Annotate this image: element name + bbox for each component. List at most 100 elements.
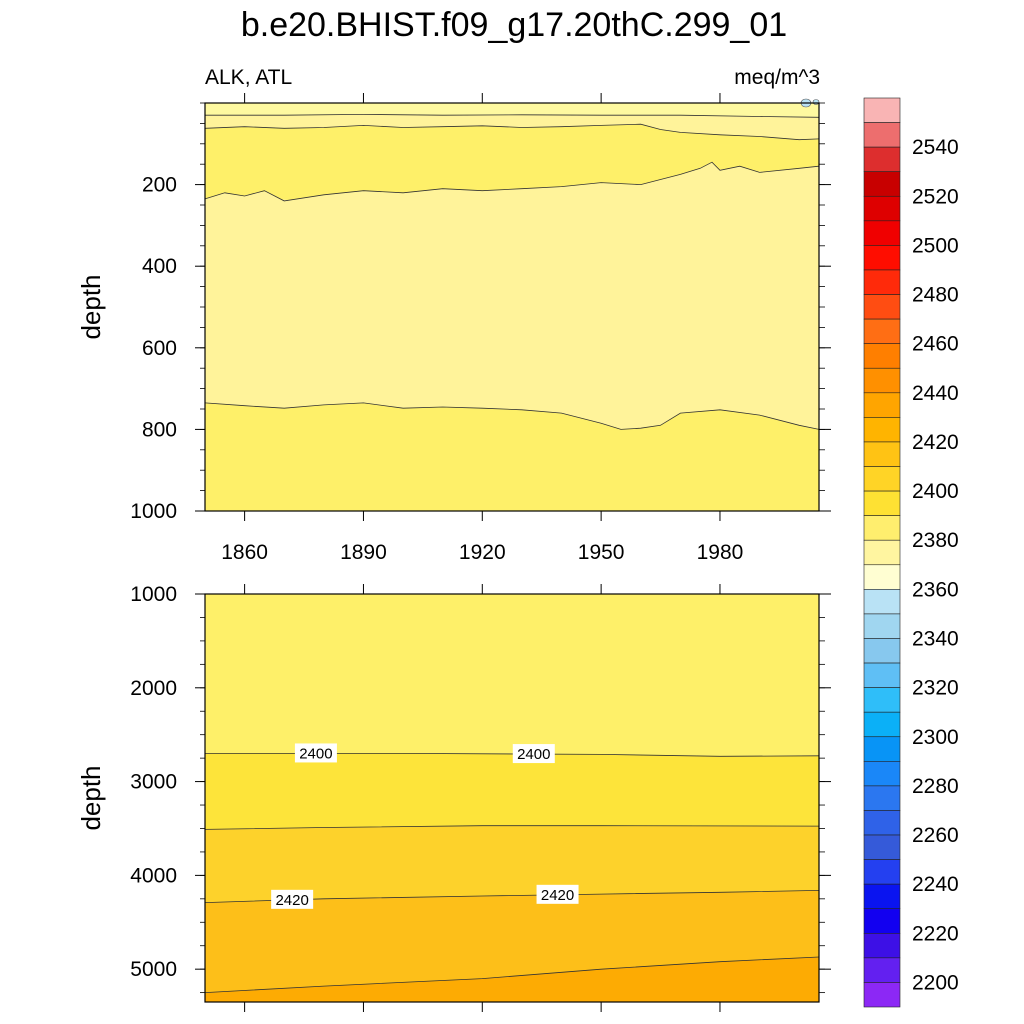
colorbar-label: 2300 [912, 726, 959, 749]
contour-label-bg [536, 884, 579, 904]
colorbar-box [863, 269, 901, 295]
lower-y-axis-label: depth [76, 765, 106, 830]
units-label: meq/m^3 [734, 66, 820, 89]
colorbar-label: 2220 [912, 922, 959, 945]
colorbar-box [863, 589, 901, 615]
y-tick-label: 2000 [130, 677, 177, 700]
colorbar-box [863, 490, 901, 516]
y-tick-label: 600 [142, 337, 177, 360]
upper-filled-region-3 [205, 162, 819, 430]
colorbar-label: 2380 [912, 529, 959, 552]
colorbar-label: 2460 [912, 333, 959, 356]
colorbar-box [863, 441, 901, 467]
upper-y-axis-label: depth [76, 274, 106, 339]
colorbar-label: 2500 [912, 234, 959, 257]
colorbar-box [863, 834, 901, 860]
contour-label-bg [294, 743, 337, 763]
lower-contour-panel: 2400 2400 2420 2420 1000 2000 3000 4000 5000 dept… [76, 583, 831, 1012]
colorbar-box [863, 957, 901, 983]
lower-filled-region-0 [205, 594, 819, 757]
y-tick-label: 5000 [130, 958, 177, 981]
y-tick-label: 1000 [130, 583, 177, 606]
colorbar-label: 2520 [912, 185, 959, 208]
colorbar-label: 2260 [912, 824, 959, 847]
colorbar-label: 2360 [912, 578, 959, 601]
colorbar-box [863, 539, 901, 566]
colorbar-box [863, 245, 901, 271]
contour-label-bg [512, 744, 555, 764]
colorbar-label: 2480 [912, 284, 959, 307]
upper-contour-line-surface-band [205, 113, 820, 118]
upper-filled-region-2 [205, 124, 819, 201]
colorbar-box [863, 466, 901, 492]
x-tick-label: 1860 [221, 541, 268, 564]
colorbar-box [863, 662, 901, 688]
colorbar-box [863, 417, 901, 443]
lower-filled-region-4 [205, 957, 819, 1002]
contour-label: 2420 [275, 892, 308, 909]
surface-low-patch [812, 99, 820, 105]
colorbar-box [863, 97, 901, 123]
colorbar-box [863, 982, 901, 1008]
colorbar-box [863, 687, 901, 713]
colorbar-box [863, 515, 901, 541]
lower-contour-line-2400 [205, 753, 820, 757]
y-tick-label: 4000 [130, 864, 177, 887]
colorbar-box [863, 638, 901, 664]
lower-filled-region-1 [205, 753, 819, 830]
colorbar-box [863, 318, 901, 344]
contour-label-bg [271, 889, 314, 909]
y-tick-label: 400 [142, 255, 177, 278]
upper-contour-line-upper-2390 [204, 123, 820, 141]
colorbar-box [863, 220, 901, 246]
contour-label: 2400 [299, 745, 332, 762]
colorbar-box [863, 367, 901, 394]
colorbar-box [863, 564, 901, 590]
y-tick-label: 3000 [130, 771, 177, 794]
y-tick-label: 200 [142, 174, 177, 197]
colorbar-box [863, 761, 901, 787]
colorbar-box [863, 613, 901, 639]
colorbar-box [863, 146, 901, 173]
colorbar-box [863, 392, 901, 418]
lower-contour-line-2410 [204, 825, 820, 830]
colorbar-label: 2320 [912, 677, 959, 700]
lower-contour-line-2430 [204, 956, 820, 993]
colorbar-label: 2440 [912, 382, 959, 405]
colorbar-box [863, 171, 901, 197]
colorbar-box [863, 859, 901, 885]
colorbar-box [863, 785, 901, 811]
upper-contour-line-lower-2390 [204, 402, 820, 430]
colorbar-label: 2240 [912, 873, 959, 896]
y-tick-label: 1000 [130, 500, 177, 523]
contour-label: 2400 [517, 746, 550, 763]
figure-title: b.e20.BHIST.f09_g17.20thC.299_01 [241, 6, 787, 44]
colorbar-box [863, 810, 901, 836]
x-tick-label: 1980 [697, 541, 744, 564]
colorbar-box [863, 736, 901, 762]
colorbar-label: 2200 [912, 971, 959, 994]
colorbar: 2540 2520 2500 2480 2460 2440 2420 2400 2380 2360… [863, 97, 959, 1008]
colorbar-box [863, 294, 901, 320]
y-tick-label: 800 [142, 418, 177, 441]
x-tick-label: 1920 [459, 541, 506, 564]
lower-plot-frame [204, 593, 820, 1003]
colorbar-box [863, 908, 901, 934]
variable-label: ALK, ATL [205, 66, 292, 89]
upper-contour-line-upper-2400 [204, 161, 820, 202]
colorbar-box [863, 932, 901, 959]
x-tick-label: 1890 [340, 541, 387, 564]
upper-filled-region-0 [205, 103, 819, 118]
upper-contour-panel: 200 400 600 800 1000 1860 1890 1920 1950 1980 dept… [76, 93, 831, 564]
colorbar-label: 2280 [912, 775, 959, 798]
lower-filled-region-3 [205, 890, 819, 993]
upper-filled-region-4 [205, 402, 819, 511]
colorbar-box [863, 122, 901, 148]
colorbar-box [863, 883, 901, 910]
colorbar-label: 2420 [912, 431, 959, 454]
colorbar-label: 2340 [912, 627, 959, 650]
colorbar-label: 2540 [912, 136, 959, 159]
colorbar-box [863, 195, 901, 222]
colorbar-label: 2400 [912, 480, 959, 503]
